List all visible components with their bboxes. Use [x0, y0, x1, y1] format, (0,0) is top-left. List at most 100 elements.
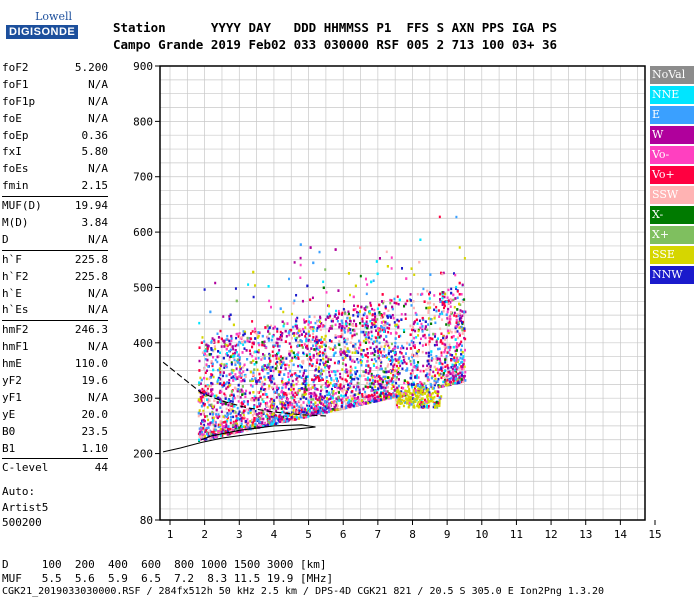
- echo-point: [447, 378, 450, 382]
- echo-point: [378, 354, 381, 357]
- echo-point: [458, 302, 461, 306]
- param-label: C-level: [2, 461, 49, 475]
- echo-point: [446, 351, 449, 354]
- echo-point: [311, 338, 314, 342]
- echo-point: [385, 340, 388, 343]
- echo-point: [437, 385, 440, 389]
- echo-point: [407, 357, 410, 360]
- echo-point: [231, 408, 234, 411]
- echo-point: [315, 345, 318, 349]
- echo-point: [298, 417, 301, 420]
- echo-point: [328, 329, 331, 333]
- echo-point: [274, 354, 277, 357]
- echo-point: [404, 317, 407, 320]
- echo-point: [346, 349, 349, 353]
- echo-point: [441, 362, 444, 366]
- echo-point: [346, 347, 349, 350]
- echo-point: [316, 326, 319, 330]
- echo-point: [357, 396, 360, 399]
- echo-point: [427, 387, 430, 391]
- echo-point: [422, 401, 425, 404]
- echo-point: [335, 405, 338, 408]
- echo-point: [307, 392, 310, 396]
- echo-point: [328, 304, 331, 308]
- echo-point: [304, 385, 307, 389]
- echo-point: [207, 392, 210, 396]
- echo-point: [282, 395, 285, 399]
- echo-point: [441, 366, 444, 369]
- echo-point: [375, 329, 378, 333]
- echo-point: [376, 318, 379, 321]
- echo-point: [231, 424, 234, 427]
- echo-point: [223, 392, 226, 396]
- echo-point: [334, 344, 337, 347]
- echo-point: [367, 364, 370, 367]
- echo-point: [309, 340, 312, 343]
- echo-point: [396, 345, 399, 349]
- echo-point: [297, 389, 300, 393]
- param-value: 19.6: [81, 374, 109, 388]
- echo-point: [435, 357, 438, 361]
- echo-point: [225, 364, 228, 367]
- echo-point: [411, 393, 414, 397]
- echo-point: [375, 336, 378, 340]
- echo-point: [219, 351, 222, 355]
- echo-point: [449, 301, 452, 304]
- echo-point: [454, 363, 457, 367]
- echo-point: [327, 398, 330, 401]
- echo-point: [461, 314, 464, 318]
- echo-point: [418, 389, 421, 393]
- echo-point: [270, 324, 273, 328]
- echo-point: [461, 326, 464, 330]
- echo-point: [302, 351, 305, 355]
- echo-point: [324, 395, 327, 398]
- echo-point: [254, 422, 257, 426]
- echo-point: [356, 314, 359, 318]
- echo-point: [394, 353, 397, 357]
- echo-point: [338, 323, 341, 326]
- echo-point: [373, 340, 376, 343]
- echo-point: [238, 336, 241, 339]
- echo-point: [288, 277, 291, 281]
- echo-point: [256, 336, 259, 339]
- echo-point: [443, 302, 446, 306]
- echo-point: [234, 351, 237, 355]
- echo-point: [380, 383, 383, 386]
- echo-point: [436, 406, 439, 409]
- echo-point: [274, 407, 277, 410]
- echo-point: [246, 418, 249, 421]
- echo-point: [294, 323, 297, 327]
- echo-point: [240, 341, 243, 345]
- echo-point: [296, 392, 299, 396]
- echo-point: [275, 391, 278, 394]
- echo-point: [442, 335, 445, 338]
- echo-point: [273, 382, 276, 386]
- echo-point: [278, 349, 281, 352]
- echo-point: [428, 391, 431, 394]
- echo-point: [261, 356, 264, 360]
- echo-point: [339, 335, 342, 338]
- echo-point: [305, 337, 308, 340]
- echo-point: [318, 346, 321, 349]
- echo-point: [300, 387, 303, 390]
- echo-point: [205, 369, 208, 373]
- echo-point: [369, 304, 372, 307]
- echo-point: [320, 385, 323, 389]
- echo-point: [261, 421, 264, 424]
- echo-point: [226, 381, 229, 384]
- echo-point: [222, 315, 225, 318]
- echo-point: [232, 415, 235, 419]
- echo-point: [268, 378, 271, 382]
- echo-point: [422, 364, 425, 368]
- echo-point: [461, 298, 464, 302]
- echo-point: [373, 396, 376, 400]
- echo-point: [206, 414, 209, 418]
- echo-point: [206, 431, 209, 434]
- echo-point: [295, 408, 298, 412]
- echo-point: [441, 303, 444, 306]
- echo-point: [282, 324, 285, 328]
- echo-point: [454, 338, 457, 341]
- echo-point: [390, 387, 393, 390]
- echo-point: [419, 238, 422, 241]
- echo-point: [220, 364, 223, 368]
